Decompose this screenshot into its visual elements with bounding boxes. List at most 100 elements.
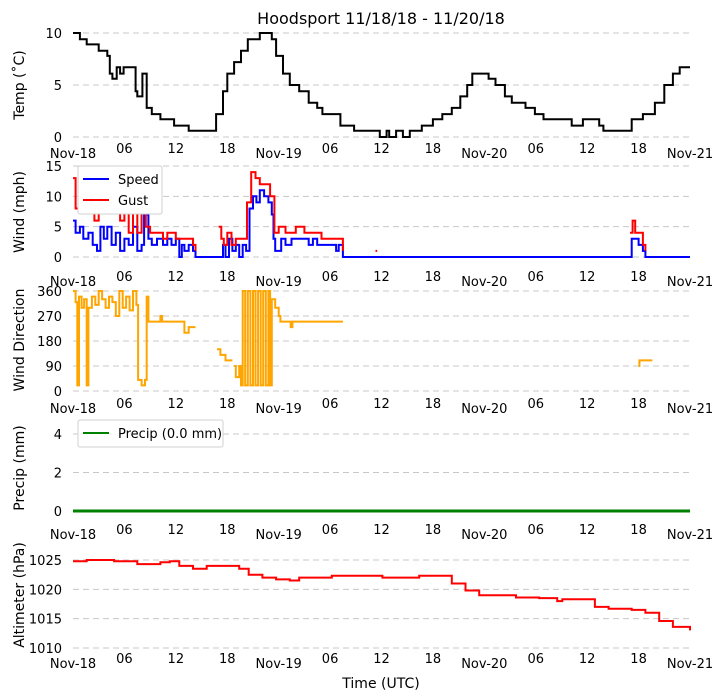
x-tick-label: Nov-21	[667, 275, 713, 290]
legend-label: Precip (0.0 mm)	[118, 427, 222, 442]
y-tick-label: 360	[37, 285, 62, 300]
legend-label: Speed	[118, 173, 159, 188]
x-tick-label: Nov-21	[667, 147, 713, 162]
y-axis-label: Altimeter (hPa)	[12, 542, 28, 648]
wind-direction-panel: 0 90 180 270 360 Wind Direction Nov-18 06 12 18 No…	[12, 285, 713, 417]
x-tick-label: 12	[168, 523, 185, 538]
x-tick-label: Nov-21	[667, 528, 713, 543]
x-tick-label: 06	[322, 142, 339, 157]
x-tick-label: 18	[219, 270, 236, 285]
x-tick-label: 06	[527, 397, 544, 412]
x-tick-label: 06	[116, 652, 133, 667]
x-axis-label: Time (UTC)	[341, 676, 419, 692]
x-tick-label: 12	[579, 270, 596, 285]
x-tick-label: 06	[322, 652, 339, 667]
y-tick-label: 2	[54, 467, 62, 482]
chart-title: Hoodsport 11/18/18 - 11/20/18	[257, 9, 505, 28]
wind-speed-series-speed	[73, 189, 690, 258]
precip-panel: 0 2 4 Precip (mm) Nov-18 06 12 18 Nov-19 06 12 18 No…	[12, 419, 713, 543]
x-tick-label: Nov-20	[461, 528, 507, 543]
x-tick-label: 18	[425, 523, 442, 538]
y-tick-label: 10	[45, 27, 62, 42]
x-tick-label: Nov-19	[256, 657, 302, 672]
x-tick-label: 18	[630, 142, 647, 157]
y-tick-label: 15	[45, 160, 62, 175]
x-tick-label: Nov-18	[50, 528, 96, 543]
x-tick-label: 12	[579, 397, 596, 412]
x-tick-label: Nov-19	[256, 147, 302, 162]
precip-legend: Precip (0.0 mm)	[77, 419, 224, 448]
x-tick-label: 18	[219, 652, 236, 667]
x-tick-label: Nov-20	[461, 657, 507, 672]
x-tick-label: 18	[219, 397, 236, 412]
legend-box	[77, 419, 224, 448]
x-tick-label: 06	[527, 652, 544, 667]
x-tick-label: 06	[116, 397, 133, 412]
y-tick-label: 90	[45, 360, 62, 375]
x-tick-label: Nov-20	[461, 275, 507, 290]
x-tick-label: 18	[425, 270, 442, 285]
y-tick-label: 1020	[29, 583, 62, 598]
y-tick-label: 180	[37, 335, 62, 350]
x-tick-label: 18	[425, 652, 442, 667]
x-tick-label: Nov-19	[256, 402, 302, 417]
y-tick-label: 10	[45, 190, 62, 205]
x-tick-label: 12	[579, 652, 596, 667]
x-tick-label: 12	[373, 270, 390, 285]
x-tick-label: 18	[630, 397, 647, 412]
x-tick-label: 06	[527, 523, 544, 538]
x-tick-label: 06	[116, 142, 133, 157]
y-tick-label: 5	[54, 221, 62, 236]
x-tick-label: 18	[630, 270, 647, 285]
x-tick-label: Nov-20	[461, 147, 507, 162]
y-axis-label: Precip (mm)	[12, 425, 28, 510]
y-axis-label: Temp (˚C)	[11, 50, 28, 120]
x-tick-label: Nov-21	[667, 402, 713, 417]
x-tick-label: Nov-18	[50, 147, 96, 162]
x-tick-label: 06	[322, 397, 339, 412]
x-tick-label: Nov-18	[50, 657, 96, 672]
x-tick-label: 18	[219, 523, 236, 538]
x-tick-label: 18	[219, 142, 236, 157]
x-tick-label: 12	[168, 397, 185, 412]
x-tick-label: 06	[116, 270, 133, 285]
x-tick-label: 12	[373, 652, 390, 667]
y-tick-label: 1025	[29, 554, 62, 569]
wind-speed-panel: 0 5 10 15 Wind (mph) Nov-18 06 12 18 Nov-19 06 12 18…	[12, 160, 713, 290]
x-tick-label: 12	[579, 523, 596, 538]
x-tick-label: 12	[373, 523, 390, 538]
x-tick-label: 12	[373, 142, 390, 157]
x-tick-label: 06	[116, 523, 133, 538]
x-tick-label: 06	[322, 523, 339, 538]
x-tick-label: Nov-19	[256, 528, 302, 543]
x-tick-label: 06	[527, 270, 544, 285]
x-tick-label: 18	[425, 397, 442, 412]
y-tick-label: 0	[54, 385, 62, 400]
y-axis-label: Wind (mph)	[12, 171, 28, 253]
x-tick-label: Nov-21	[667, 657, 713, 672]
x-tick-label: 12	[373, 397, 390, 412]
y-tick-label: 4	[54, 428, 62, 443]
x-tick-label: 12	[168, 270, 185, 285]
x-tick-label: 18	[630, 523, 647, 538]
x-tick-label: 12	[579, 142, 596, 157]
x-tick-label: Nov-18	[50, 275, 96, 290]
x-tick-label: Nov-19	[256, 275, 302, 290]
wind-speed-legend: Speed Gust	[77, 165, 163, 215]
x-tick-label: 18	[425, 142, 442, 157]
x-tick-label: 12	[168, 652, 185, 667]
y-tick-label: 0	[54, 505, 62, 520]
y-tick-label: 1010	[29, 642, 62, 657]
altimeter-series-altimeter	[73, 559, 691, 631]
legend-label: Gust	[118, 194, 148, 209]
x-tick-label: Nov-20	[461, 402, 507, 417]
x-tick-label: 12	[168, 142, 185, 157]
x-tick-label: 06	[527, 142, 544, 157]
y-tick-label: 0	[54, 251, 62, 266]
y-tick-label: 5	[54, 79, 62, 94]
temp-series-temp	[73, 32, 690, 138]
wind-direction-series-direction	[73, 290, 653, 387]
x-tick-label: 18	[630, 652, 647, 667]
